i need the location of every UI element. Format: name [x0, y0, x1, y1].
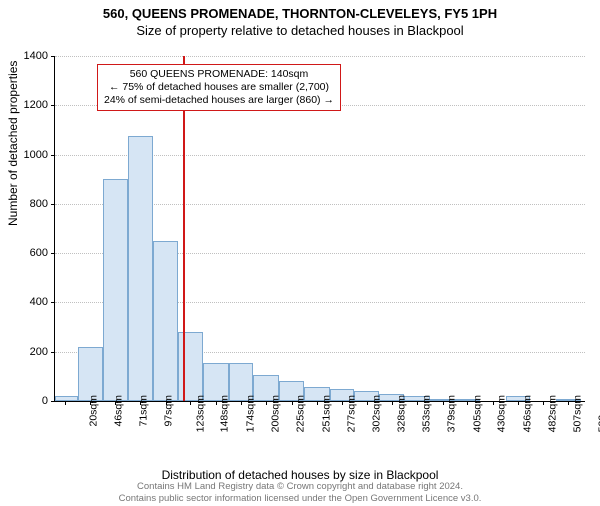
- xtick-mark: [443, 401, 444, 405]
- xtick-label: 225sqm: [294, 395, 306, 432]
- xtick-label: 353sqm: [420, 395, 432, 432]
- xtick-label: 97sqm: [163, 395, 175, 427]
- xtick-mark: [493, 401, 494, 405]
- xtick-label: 328sqm: [395, 395, 407, 432]
- xtick-mark: [90, 401, 91, 405]
- ytick-mark: [51, 204, 55, 205]
- ytick-label: 800: [8, 198, 48, 210]
- ytick-mark: [51, 56, 55, 57]
- ytick-label: 1400: [8, 50, 48, 62]
- xtick-label: 46sqm: [113, 395, 125, 427]
- annotation-line: 24% of semi-detached houses are larger (…: [104, 94, 334, 107]
- histogram-bar: [128, 136, 154, 401]
- xtick-label: 251sqm: [320, 395, 332, 432]
- ytick-mark: [51, 253, 55, 254]
- gridline: [55, 56, 585, 57]
- xtick-label: 430sqm: [496, 395, 508, 432]
- ytick-label: 200: [8, 346, 48, 358]
- xtick-label: 405sqm: [471, 395, 483, 432]
- xtick-mark: [392, 401, 393, 405]
- page-title-address: 560, QUEENS PROMENADE, THORNTON-CLEVELEY…: [0, 6, 600, 21]
- annotation-line: 560 QUEENS PROMENADE: 140sqm: [104, 68, 334, 81]
- xtick-label: 123sqm: [194, 395, 206, 432]
- histogram-bar: [178, 332, 204, 401]
- xtick-mark: [292, 401, 293, 405]
- footer-line-1: Contains HM Land Registry data © Crown c…: [0, 481, 600, 492]
- histogram-chart: 560 QUEENS PROMENADE: 140sqm← 75% of det…: [54, 56, 584, 431]
- ytick-label: 1000: [8, 149, 48, 161]
- xtick-mark: [241, 401, 242, 405]
- xtick-label: 507sqm: [571, 395, 583, 432]
- xtick-label: 20sqm: [87, 395, 99, 427]
- xtick-mark: [266, 401, 267, 405]
- x-axis-label: Distribution of detached houses by size …: [0, 468, 600, 482]
- ytick-mark: [51, 352, 55, 353]
- xtick-mark: [140, 401, 141, 405]
- page-title-desc: Size of property relative to detached ho…: [0, 23, 600, 38]
- xtick-mark: [190, 401, 191, 405]
- ytick-label: 600: [8, 247, 48, 259]
- ytick-label: 1200: [8, 99, 48, 111]
- xtick-mark: [568, 401, 569, 405]
- xtick-mark: [115, 401, 116, 405]
- attribution-footer: Contains HM Land Registry data © Crown c…: [0, 481, 600, 504]
- xtick-label: 174sqm: [244, 395, 256, 432]
- xtick-mark: [65, 401, 66, 405]
- histogram-bar: [55, 396, 78, 401]
- ytick-mark: [51, 401, 55, 402]
- xtick-mark: [317, 401, 318, 405]
- histogram-bar: [153, 241, 178, 401]
- xtick-label: 71sqm: [137, 395, 149, 427]
- xtick-mark: [467, 401, 468, 405]
- xtick-label: 200sqm: [270, 395, 282, 432]
- ytick-label: 400: [8, 296, 48, 308]
- xtick-label: 379sqm: [446, 395, 458, 432]
- ytick-mark: [51, 105, 55, 106]
- ytick-mark: [51, 302, 55, 303]
- plot-area: 560 QUEENS PROMENADE: 140sqm← 75% of det…: [54, 56, 585, 402]
- xtick-mark: [342, 401, 343, 405]
- ytick-mark: [51, 155, 55, 156]
- annotation-box: 560 QUEENS PROMENADE: 140sqm← 75% of det…: [97, 64, 341, 111]
- xtick-mark: [216, 401, 217, 405]
- xtick-mark: [543, 401, 544, 405]
- xtick-mark: [518, 401, 519, 405]
- xtick-label: 482sqm: [547, 395, 559, 432]
- ytick-label: 0: [8, 395, 48, 407]
- xtick-label: 302sqm: [370, 395, 382, 432]
- xtick-mark: [166, 401, 167, 405]
- footer-line-2: Contains public sector information licen…: [0, 493, 600, 504]
- xtick-mark: [367, 401, 368, 405]
- xtick-label: 277sqm: [345, 395, 357, 432]
- xtick-label: 148sqm: [219, 395, 231, 432]
- xtick-label: 456sqm: [521, 395, 533, 432]
- histogram-bar: [103, 179, 128, 401]
- xtick-mark: [417, 401, 418, 405]
- histogram-bar: [78, 347, 104, 401]
- annotation-line: ← 75% of detached houses are smaller (2,…: [104, 81, 334, 94]
